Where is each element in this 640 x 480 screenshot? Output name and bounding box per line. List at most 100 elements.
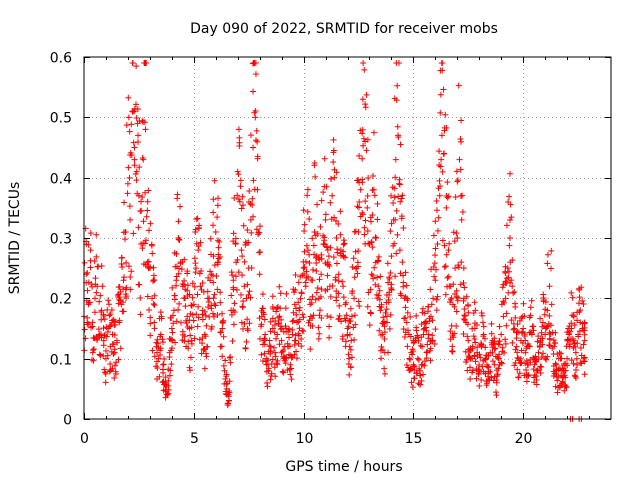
data-point	[270, 305, 277, 312]
data-point	[382, 309, 389, 316]
data-point	[362, 104, 369, 111]
data-point	[570, 313, 577, 320]
data-point	[198, 267, 205, 274]
data-point	[538, 363, 545, 370]
data-point	[305, 273, 312, 280]
data-point	[435, 214, 442, 221]
axis-ticks: 0 0.1 0.2 0.3 0.4 0.5 0.6 0 5 10 15 20	[50, 51, 611, 447]
data-point	[352, 248, 359, 255]
data-point	[278, 337, 285, 344]
data-point	[248, 265, 255, 272]
data-point	[296, 316, 303, 323]
data-point	[381, 335, 388, 342]
data-point	[502, 270, 509, 277]
data-point	[364, 136, 371, 143]
data-point	[551, 370, 558, 377]
data-point	[374, 200, 381, 207]
data-point	[576, 294, 583, 301]
data-point	[399, 259, 406, 266]
x-tick-label: 0	[80, 431, 89, 447]
data-point	[302, 279, 309, 286]
data-point	[402, 304, 409, 311]
data-point	[81, 326, 88, 333]
data-point	[131, 162, 138, 169]
data-point	[151, 353, 158, 360]
data-point	[249, 202, 256, 209]
data-point	[562, 374, 569, 381]
data-point	[98, 263, 105, 270]
data-point	[432, 218, 439, 225]
data-point	[108, 306, 115, 313]
data-point	[375, 253, 382, 260]
data-point	[214, 312, 221, 319]
data-point	[246, 288, 253, 295]
data-point	[210, 295, 217, 302]
data-point	[188, 340, 195, 347]
data-point	[450, 281, 457, 288]
data-point	[421, 319, 428, 326]
data-point	[572, 349, 579, 356]
data-point	[149, 347, 156, 354]
data-point	[226, 387, 233, 394]
data-point	[394, 231, 401, 238]
data-point	[533, 376, 540, 383]
data-point	[455, 262, 462, 269]
y-tick-label: 0.2	[50, 292, 72, 308]
data-point	[361, 231, 368, 238]
data-point	[240, 298, 247, 305]
data-point	[119, 264, 126, 271]
x-tick-label: 5	[190, 431, 199, 447]
data-point	[194, 291, 201, 298]
data-point	[414, 355, 421, 362]
data-point	[491, 346, 498, 353]
data-point	[178, 266, 185, 273]
data-point	[341, 240, 348, 247]
data-point	[122, 295, 129, 302]
data-point	[478, 377, 485, 384]
data-point	[129, 60, 136, 67]
data-point	[231, 194, 238, 201]
data-point	[148, 242, 155, 249]
data-point	[393, 97, 400, 104]
data-point	[363, 91, 370, 98]
data-point	[160, 369, 167, 376]
data-point	[577, 344, 584, 351]
data-point	[119, 299, 126, 306]
data-point	[102, 379, 109, 386]
data-point	[245, 199, 252, 206]
data-point	[431, 273, 438, 280]
data-point	[401, 333, 408, 340]
data-point	[376, 296, 383, 303]
data-point	[207, 268, 214, 275]
data-point	[280, 353, 287, 360]
data-point	[336, 302, 343, 309]
data-point	[368, 239, 375, 246]
data-point	[300, 314, 307, 321]
data-point	[474, 344, 481, 351]
data-point	[181, 295, 188, 302]
data-point	[477, 354, 484, 361]
data-point	[370, 129, 377, 136]
data-point	[402, 315, 409, 322]
data-point	[185, 338, 192, 345]
data-point	[455, 294, 462, 301]
data-point	[367, 286, 374, 293]
data-point	[441, 263, 448, 270]
data-point	[308, 299, 315, 306]
data-point	[194, 215, 201, 222]
data-point	[146, 227, 153, 234]
data-point	[194, 323, 201, 330]
data-point	[483, 378, 490, 385]
data-point	[314, 285, 321, 291]
data-point	[246, 320, 253, 327]
data-point	[97, 331, 104, 338]
data-point	[498, 331, 505, 338]
data-point	[392, 156, 399, 163]
data-point	[496, 351, 503, 358]
data-point	[561, 387, 568, 394]
x-axis-label: GPS time / hours	[285, 459, 402, 475]
data-point	[499, 284, 506, 291]
data-point	[125, 263, 132, 270]
data-point	[136, 281, 143, 288]
data-point	[516, 370, 523, 377]
